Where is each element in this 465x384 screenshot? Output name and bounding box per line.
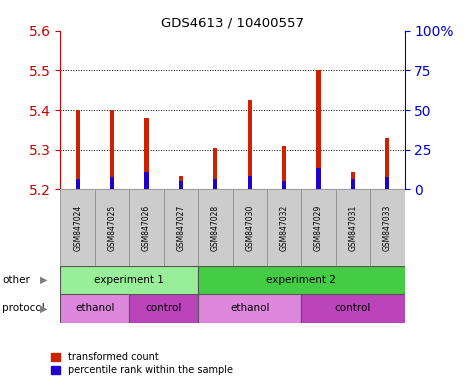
FancyBboxPatch shape (60, 189, 95, 266)
Bar (385, 177, 389, 189)
Text: GSM847033: GSM847033 (383, 204, 392, 251)
FancyBboxPatch shape (370, 189, 405, 266)
FancyBboxPatch shape (198, 189, 232, 266)
FancyBboxPatch shape (301, 189, 336, 266)
Text: protocol: protocol (2, 303, 45, 313)
Bar (282, 146, 286, 189)
Text: GSM847025: GSM847025 (107, 205, 117, 251)
Text: GSM847032: GSM847032 (279, 205, 289, 251)
Text: ▶: ▶ (40, 303, 47, 313)
FancyBboxPatch shape (60, 266, 198, 294)
Bar (351, 179, 355, 189)
Bar (248, 100, 252, 189)
Text: control: control (146, 303, 182, 313)
FancyBboxPatch shape (129, 294, 198, 323)
FancyBboxPatch shape (336, 189, 370, 266)
Bar (76, 179, 80, 189)
Bar (110, 110, 114, 189)
Text: GSM847026: GSM847026 (142, 205, 151, 251)
FancyBboxPatch shape (95, 189, 129, 266)
Bar (179, 182, 183, 189)
FancyBboxPatch shape (60, 294, 129, 323)
Bar (110, 177, 114, 189)
FancyBboxPatch shape (301, 294, 405, 323)
Text: ethanol: ethanol (230, 303, 269, 313)
Bar (248, 175, 252, 189)
Text: ethanol: ethanol (75, 303, 114, 313)
Bar (317, 167, 320, 189)
FancyBboxPatch shape (198, 294, 301, 323)
Bar (282, 182, 286, 189)
Text: experiment 2: experiment 2 (266, 275, 336, 285)
Text: ▶: ▶ (40, 275, 47, 285)
Bar (179, 175, 183, 189)
Text: experiment 1: experiment 1 (94, 275, 164, 285)
Title: GDS4613 / 10400557: GDS4613 / 10400557 (161, 17, 304, 30)
Bar (76, 110, 80, 189)
FancyBboxPatch shape (267, 189, 301, 266)
FancyBboxPatch shape (164, 189, 198, 266)
Text: GSM847028: GSM847028 (211, 205, 220, 251)
Text: control: control (335, 303, 371, 313)
Bar (385, 138, 389, 189)
Text: other: other (2, 275, 30, 285)
Bar (317, 70, 320, 189)
FancyBboxPatch shape (198, 266, 405, 294)
Text: GSM847029: GSM847029 (314, 205, 323, 251)
Text: GSM847030: GSM847030 (245, 204, 254, 251)
Bar (213, 179, 217, 189)
Text: GSM847024: GSM847024 (73, 205, 82, 251)
Text: GSM847031: GSM847031 (348, 205, 358, 251)
Bar (145, 172, 148, 189)
FancyBboxPatch shape (232, 189, 267, 266)
Bar (351, 172, 355, 189)
FancyBboxPatch shape (129, 189, 164, 266)
Legend: transformed count, percentile rank within the sample: transformed count, percentile rank withi… (51, 353, 233, 375)
Bar (213, 148, 217, 189)
Bar (145, 118, 148, 189)
Text: GSM847027: GSM847027 (176, 205, 186, 251)
